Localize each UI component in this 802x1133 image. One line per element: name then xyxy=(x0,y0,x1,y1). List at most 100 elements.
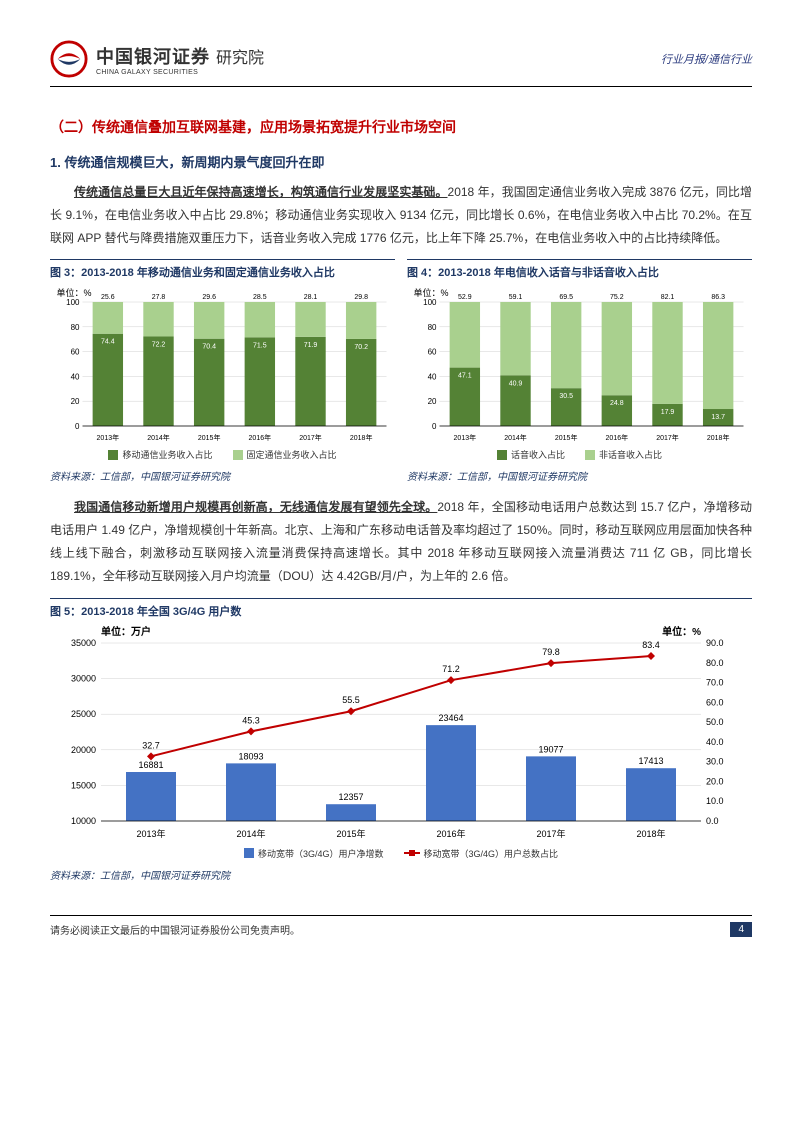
svg-text:20000: 20000 xyxy=(71,744,96,754)
svg-text:12357: 12357 xyxy=(338,792,363,802)
chart-3-source: 资料来源：工信部，中国银河证券研究院 xyxy=(50,465,395,486)
svg-text:80.0: 80.0 xyxy=(706,657,724,667)
svg-text:17413: 17413 xyxy=(638,756,663,766)
svg-text:40.0: 40.0 xyxy=(706,736,724,746)
svg-text:2014年: 2014年 xyxy=(147,433,170,442)
chart-4-source: 资料来源：工信部，中国银河证券研究院 xyxy=(407,465,752,486)
chart-4-box: 图 4：2013-2018 年电信收入话音与非话音收入占比 单位：%020406… xyxy=(407,259,752,486)
svg-text:10000: 10000 xyxy=(71,816,96,826)
svg-text:25.6: 25.6 xyxy=(101,294,115,301)
svg-text:69.5: 69.5 xyxy=(559,294,573,301)
chart-5-title: 图 5：2013-2018 年全国 3G/4G 用户数 xyxy=(50,599,752,623)
section-title: （二）传统通信叠加互联网基建，应用场景拓宽提升行业市场空间 xyxy=(50,117,752,137)
svg-text:20.0: 20.0 xyxy=(706,776,724,786)
svg-text:20: 20 xyxy=(428,398,437,407)
chart-4-title: 图 4：2013-2018 年电信收入话音与非话音收入占比 xyxy=(407,260,752,284)
svg-text:2013年: 2013年 xyxy=(136,828,165,839)
svg-text:29.8: 29.8 xyxy=(354,294,368,301)
para1-lead: 传统通信总量巨大且近年保持高速增长，构筑通信行业发展坚实基础。 xyxy=(74,185,448,199)
svg-text:30.5: 30.5 xyxy=(559,394,573,401)
subsection-title: 1. 传统通信规模巨大，新周期内景气度回升在即 xyxy=(50,152,752,171)
header-right-text: 行业月报/通信行业 xyxy=(661,51,752,67)
svg-text:0: 0 xyxy=(75,422,80,431)
svg-text:25000: 25000 xyxy=(71,709,96,719)
svg-text:30000: 30000 xyxy=(71,673,96,683)
chart-3-legend: 移动通信业务收入占比 固定通信业务收入占比 xyxy=(50,444,395,465)
legend-swatch xyxy=(244,848,254,858)
svg-text:71.2: 71.2 xyxy=(442,664,460,674)
svg-text:2015年: 2015年 xyxy=(198,433,221,442)
paragraph-2: 我国通信移动新增用户规模再创新高，无线通信发展有望领先全球。2018 年，全国移… xyxy=(50,496,752,587)
svg-text:2015年: 2015年 xyxy=(336,828,365,839)
svg-text:70.2: 70.2 xyxy=(354,344,368,351)
svg-text:80: 80 xyxy=(428,323,437,332)
svg-text:2017年: 2017年 xyxy=(299,433,322,442)
svg-text:18093: 18093 xyxy=(238,751,263,761)
company-logo-icon xyxy=(50,40,88,78)
legend-swatch xyxy=(108,450,118,460)
svg-text:13.7: 13.7 xyxy=(711,414,725,421)
svg-text:2017年: 2017年 xyxy=(536,828,565,839)
svg-text:40: 40 xyxy=(71,373,80,382)
svg-text:单位：%: 单位：% xyxy=(57,287,92,298)
svg-text:71.9: 71.9 xyxy=(304,342,318,349)
svg-text:30.0: 30.0 xyxy=(706,756,724,766)
svg-text:27.8: 27.8 xyxy=(152,294,166,301)
svg-text:50.0: 50.0 xyxy=(706,717,724,727)
legend-label: 话音收入占比 xyxy=(511,448,565,461)
chart-5-legend: 移动宽带（3G/4G）用户净增数 移动宽带（3G/4G）用户总数占比 xyxy=(50,843,752,864)
logo-block: 中国银河证券研究院 CHINA GALAXY SECURITIES xyxy=(50,40,264,78)
legend-label: 非话音收入占比 xyxy=(599,448,662,461)
svg-text:60: 60 xyxy=(428,348,437,357)
svg-text:40.9: 40.9 xyxy=(509,381,523,388)
svg-text:59.1: 59.1 xyxy=(509,294,523,301)
svg-text:2013年: 2013年 xyxy=(454,433,477,442)
svg-text:79.8: 79.8 xyxy=(542,647,560,657)
legend-swatch xyxy=(233,450,243,460)
page-number: 4 xyxy=(730,922,752,937)
svg-text:16881: 16881 xyxy=(138,760,163,770)
chart-5-box: 图 5：2013-2018 年全国 3G/4G 用户数 单位：万户单位：%100… xyxy=(50,598,752,885)
para2-lead: 我国通信移动新增用户规模再创新高，无线通信发展有望领先全球。 xyxy=(74,500,437,514)
company-suffix: 研究院 xyxy=(216,50,264,67)
svg-text:90.0: 90.0 xyxy=(706,638,724,648)
svg-text:0.0: 0.0 xyxy=(706,816,719,826)
chart-3-box: 图 3：2013-2018 年移动通信业务和固定通信业务收入占比 单位：%020… xyxy=(50,259,395,486)
svg-text:70.0: 70.0 xyxy=(706,677,724,687)
legend-line xyxy=(404,852,420,854)
svg-text:52.9: 52.9 xyxy=(458,294,472,301)
svg-text:23464: 23464 xyxy=(438,713,463,723)
page-header: 中国银河证券研究院 CHINA GALAXY SECURITIES 行业月报/通… xyxy=(50,40,752,87)
svg-text:60.0: 60.0 xyxy=(706,697,724,707)
svg-text:2015年: 2015年 xyxy=(555,433,578,442)
svg-text:74.4: 74.4 xyxy=(101,339,115,346)
svg-text:2016年: 2016年 xyxy=(249,433,272,442)
svg-text:17.9: 17.9 xyxy=(661,409,675,416)
chart-4-svg: 单位：%02040608010047.152.92013年40.959.1201… xyxy=(407,284,752,444)
svg-text:10.0: 10.0 xyxy=(706,796,724,806)
svg-text:32.7: 32.7 xyxy=(142,740,160,750)
svg-text:35000: 35000 xyxy=(71,638,96,648)
page-footer: 请务必阅读正文最后的中国银河证券股份公司免责声明。 4 xyxy=(50,915,752,937)
svg-text:2014年: 2014年 xyxy=(504,433,527,442)
svg-text:72.2: 72.2 xyxy=(152,342,166,349)
svg-text:19077: 19077 xyxy=(538,744,563,754)
svg-text:71.5: 71.5 xyxy=(253,343,267,350)
svg-text:83.4: 83.4 xyxy=(642,640,660,650)
svg-text:2017年: 2017年 xyxy=(656,433,679,442)
svg-text:86.3: 86.3 xyxy=(711,294,725,301)
svg-text:2018年: 2018年 xyxy=(636,828,665,839)
svg-text:20: 20 xyxy=(71,398,80,407)
svg-text:2018年: 2018年 xyxy=(707,433,730,442)
svg-text:75.2: 75.2 xyxy=(610,294,624,301)
svg-text:24.8: 24.8 xyxy=(610,401,624,408)
company-name-en: CHINA GALAXY SECURITIES xyxy=(96,69,264,76)
svg-text:单位：%: 单位：% xyxy=(414,287,449,298)
svg-text:40: 40 xyxy=(428,373,437,382)
svg-text:100: 100 xyxy=(66,298,80,307)
chart-3-svg: 单位：%02040608010074.425.62013年72.227.8201… xyxy=(50,284,395,444)
svg-text:2016年: 2016年 xyxy=(436,828,465,839)
chart-5-source: 资料来源：工信部，中国银河证券研究院 xyxy=(50,864,752,885)
svg-text:单位：万户: 单位：万户 xyxy=(101,625,151,638)
svg-text:45.3: 45.3 xyxy=(242,715,260,725)
